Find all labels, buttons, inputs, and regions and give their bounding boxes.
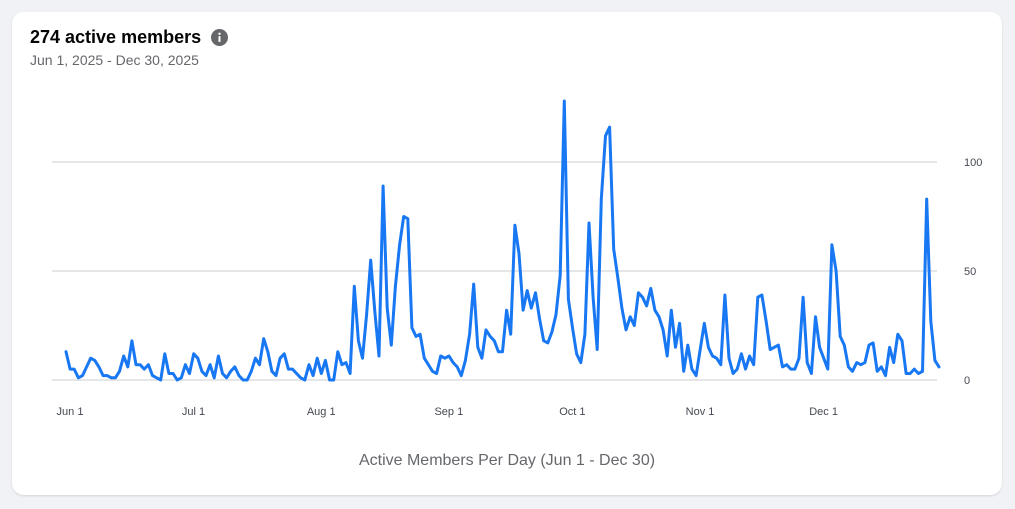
x-tick-label: Sep 1: [434, 406, 463, 418]
x-tick-label: Jul 1: [182, 406, 205, 418]
info-icon[interactable]: [211, 29, 229, 46]
date-range: Jun 1, 2025 - Dec 30, 2025: [30, 52, 199, 68]
x-tick-label: Dec 1: [809, 406, 838, 418]
y-tick-label: 0: [964, 375, 970, 387]
series-line-active-members[interactable]: [64, 99, 941, 382]
x-tick-label: Nov 1: [686, 406, 715, 418]
x-tick-label: Jun 1: [57, 406, 84, 418]
chart-series: [64, 99, 941, 382]
active-members-card: 274 active members Jun 1, 2025 - Dec 30,…: [12, 12, 1002, 495]
y-tick-label: 100: [964, 157, 982, 169]
x-tick-label: Oct 1: [559, 406, 585, 418]
y-axis-ticks: 0 50 100: [964, 157, 982, 387]
y-tick-label: 50: [964, 266, 976, 278]
x-tick-label: Aug 1: [307, 406, 336, 418]
chart-gridlines: [52, 161, 937, 381]
info-icon-glyph: [218, 32, 221, 42]
title-row: 274 active members: [30, 27, 229, 48]
active-members-line-chart: 0 50 100 Jun 1 Jul 1 Aug 1 Sep 1 Oct 1 Nov 1 Dec…: [52, 99, 982, 469]
x-axis-label: Active Members Per Day (Jun 1 - Dec 30): [359, 452, 655, 469]
card-title: 274 active members: [30, 27, 202, 47]
x-axis-ticks: Jun 1 Jul 1 Aug 1 Sep 1 Oct 1 Nov 1 Dec 1: [57, 406, 838, 418]
